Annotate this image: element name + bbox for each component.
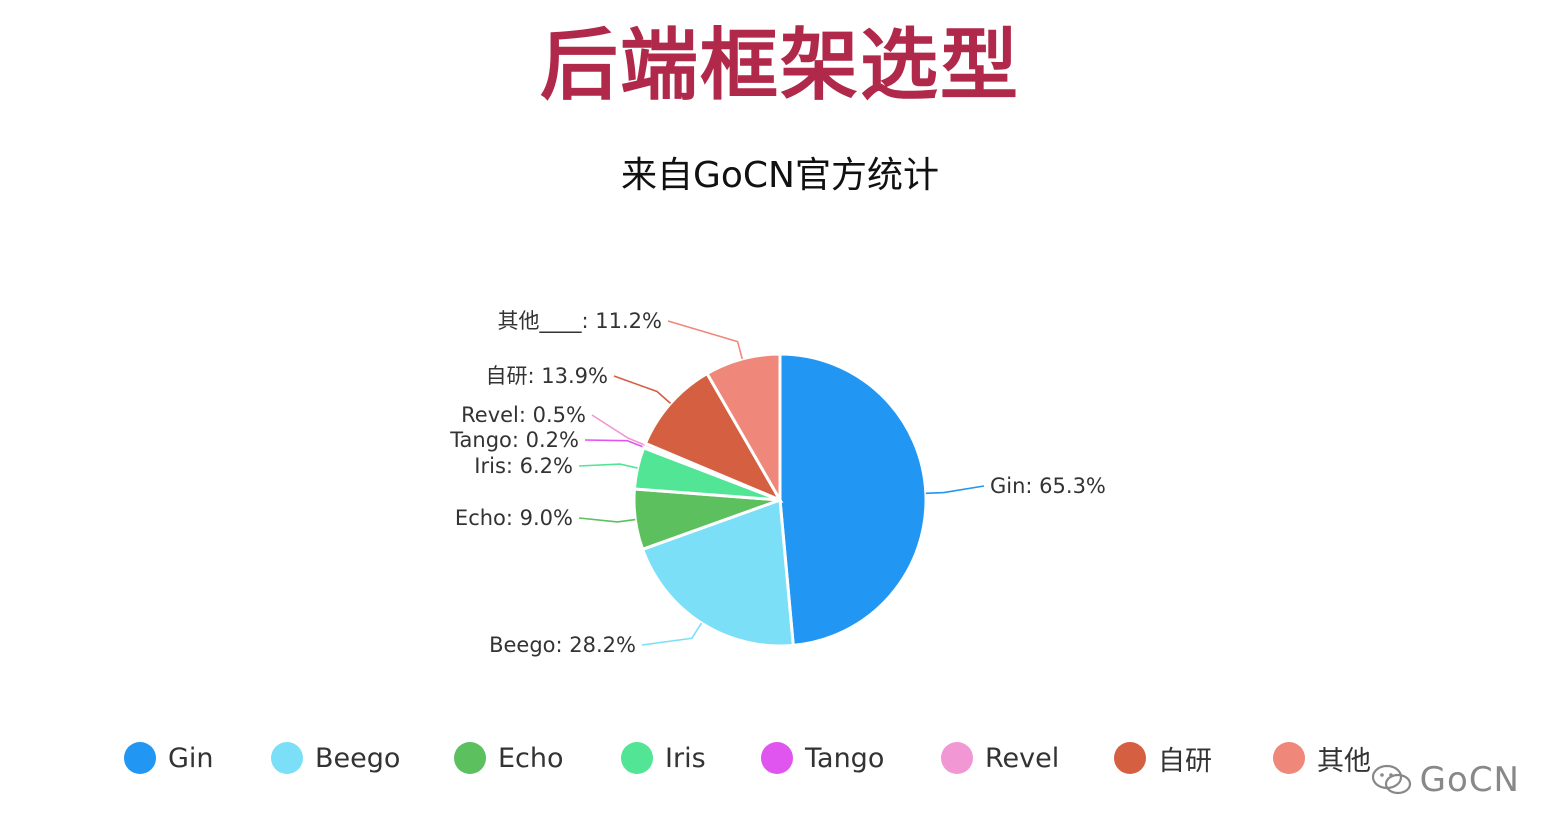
leader-line-1 [925, 485, 985, 495]
wechat-icon [1371, 764, 1411, 795]
slice-label-4: Iris: 6.2% [474, 454, 573, 478]
legend-item-7[interactable]: 自研 [1114, 733, 1212, 783]
page-subtitle: 来自GoCN官方统计 [621, 155, 939, 196]
slice-label-2: Beego: 28.2% [489, 633, 636, 657]
legend-label: Revel [985, 742, 1060, 774]
legend-swatch [271, 742, 303, 774]
legend-label: 其他 [1317, 745, 1371, 777]
legend-swatch [1114, 742, 1146, 774]
leader-line-7 [613, 375, 672, 405]
legend-item-6[interactable]: Revel [941, 733, 1059, 783]
legend-swatch [941, 742, 973, 774]
legend-label: Beego [315, 742, 401, 774]
legend-swatch [761, 742, 793, 774]
slice-label-6: Revel: 0.5% [461, 403, 586, 427]
legend-item-1[interactable]: Gin [124, 733, 214, 783]
legend-label: 自研 [1158, 745, 1212, 777]
legend-swatch [124, 742, 156, 774]
watermark: GoCN [1370, 760, 1520, 800]
slice-label-7: 自研: 13.9% [486, 364, 608, 388]
pie-chart: Gin: 65.3% Beego: 28.2% Echo: 9.0% Iris: 6.… [449, 309, 1106, 657]
leader-line-3 [578, 517, 636, 523]
leader-line-5 [584, 439, 645, 448]
watermark-text: GoCN [1419, 760, 1520, 800]
slice-label-3: Echo: 9.0% [455, 506, 573, 530]
chart-legend: Gin Beego Echo Iris Tango Revel 自研 其他 [0, 733, 1560, 783]
leader-line-8 [667, 320, 744, 360]
leader-line-4 [578, 463, 638, 469]
legend-label: Gin [168, 742, 214, 774]
legend-item-5[interactable]: Tango [761, 733, 884, 783]
legend-label: Echo [498, 742, 564, 774]
slice-label-8: 其他____: 11.2% [498, 309, 662, 334]
legend-item-4[interactable]: Iris [621, 733, 706, 783]
pie-slice-1 [778, 352, 928, 648]
legend-item-2[interactable]: Beego [271, 733, 400, 783]
legend-item-3[interactable]: Echo [454, 733, 564, 783]
legend-swatch [454, 742, 486, 774]
leader-line-6 [591, 414, 646, 446]
legend-swatch [621, 742, 653, 774]
legend-label: Iris [665, 742, 706, 774]
slice-label-5: Tango: 0.2% [449, 428, 579, 452]
legend-label: Tango [805, 742, 885, 774]
legend-swatch [1273, 742, 1305, 774]
legend-item-8[interactable]: 其他 [1273, 733, 1371, 783]
leader-line-2 [641, 622, 703, 646]
pie-slice-7 [643, 371, 784, 504]
page-title: 后端框架选型 [539, 21, 1020, 111]
slice-label-1: Gin: 65.3% [990, 474, 1106, 498]
